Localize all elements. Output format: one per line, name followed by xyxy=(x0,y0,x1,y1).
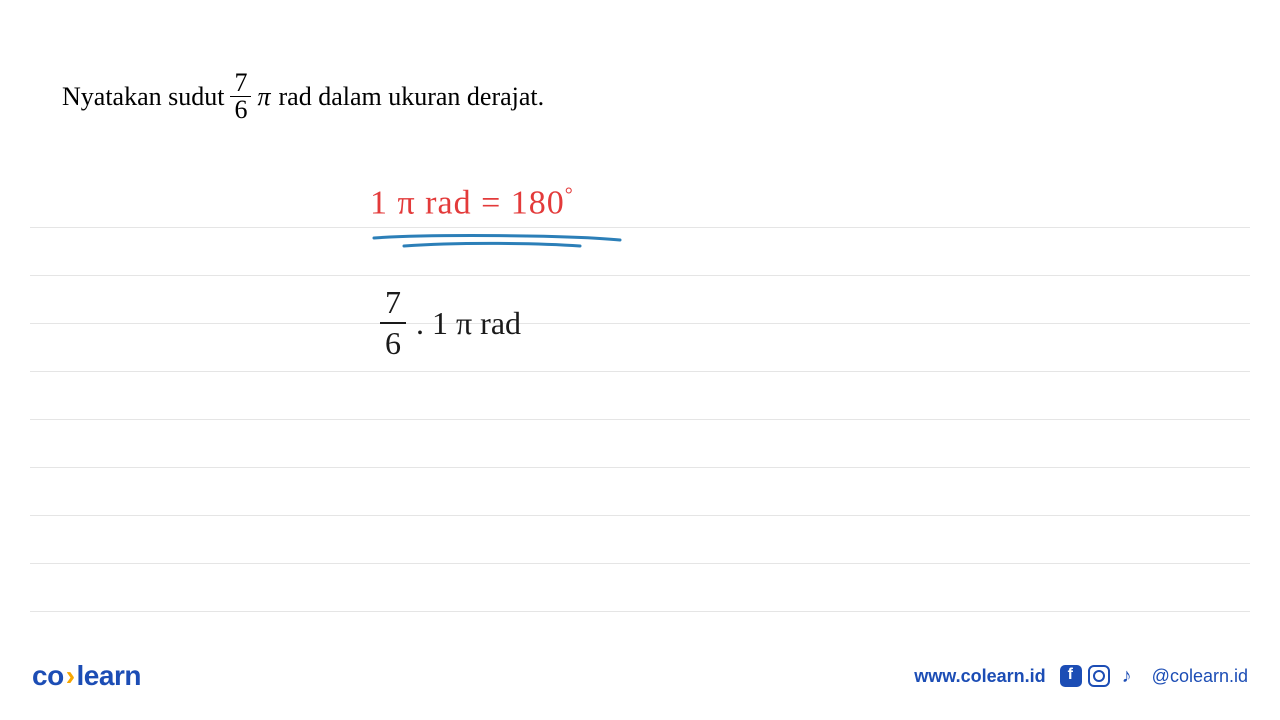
formula-text: 1 π rad = 180 xyxy=(370,184,565,221)
work-fraction: 7 6 xyxy=(380,285,406,361)
instagram-icon xyxy=(1088,665,1110,687)
paper-line xyxy=(30,372,1250,420)
work-frac-num: 7 xyxy=(380,285,406,324)
paper-line xyxy=(30,324,1250,372)
logo-chevron: › xyxy=(66,660,75,691)
underline-stroke xyxy=(370,232,630,254)
fraction-numerator: 7 xyxy=(230,70,251,97)
paper-line xyxy=(30,228,1250,276)
colearn-logo: co›learn xyxy=(32,660,141,692)
page: Nyatakan sudut 7 6 π rad dalam ukuran de… xyxy=(0,0,1280,720)
fraction-denominator: 6 xyxy=(230,97,251,123)
work-rest: . 1 π rad xyxy=(416,305,521,342)
logo-co: co xyxy=(32,660,64,691)
paper-line xyxy=(30,468,1250,516)
paper-line xyxy=(30,180,1250,228)
facebook-icon xyxy=(1060,665,1082,687)
lined-paper xyxy=(30,180,1250,612)
work-step: 7 6 . 1 π rad xyxy=(380,285,521,361)
paper-line xyxy=(30,516,1250,564)
footer: co›learn www.colearn.id ♪ @colearn.id xyxy=(0,660,1280,692)
question-text: Nyatakan sudut 7 6 π rad dalam ukuran de… xyxy=(62,70,544,123)
footer-handle: @colearn.id xyxy=(1152,666,1248,687)
question-post: rad dalam ukuran derajat. xyxy=(279,82,545,112)
paper-line xyxy=(30,420,1250,468)
pi-symbol: π xyxy=(257,82,270,112)
question-pre: Nyatakan sudut xyxy=(62,82,224,112)
footer-right: www.colearn.id ♪ @colearn.id xyxy=(914,665,1248,687)
work-frac-den: 6 xyxy=(380,324,406,361)
paper-line xyxy=(30,564,1250,612)
logo-learn: learn xyxy=(77,660,141,691)
footer-url: www.colearn.id xyxy=(914,666,1045,687)
paper-line xyxy=(30,276,1250,324)
degree-symbol: ° xyxy=(565,184,574,206)
question-fraction: 7 6 xyxy=(230,70,251,123)
tiktok-icon: ♪ xyxy=(1116,665,1138,687)
conversion-formula: 1 π rad = 180° xyxy=(370,184,574,222)
social-icons: ♪ xyxy=(1060,665,1138,687)
